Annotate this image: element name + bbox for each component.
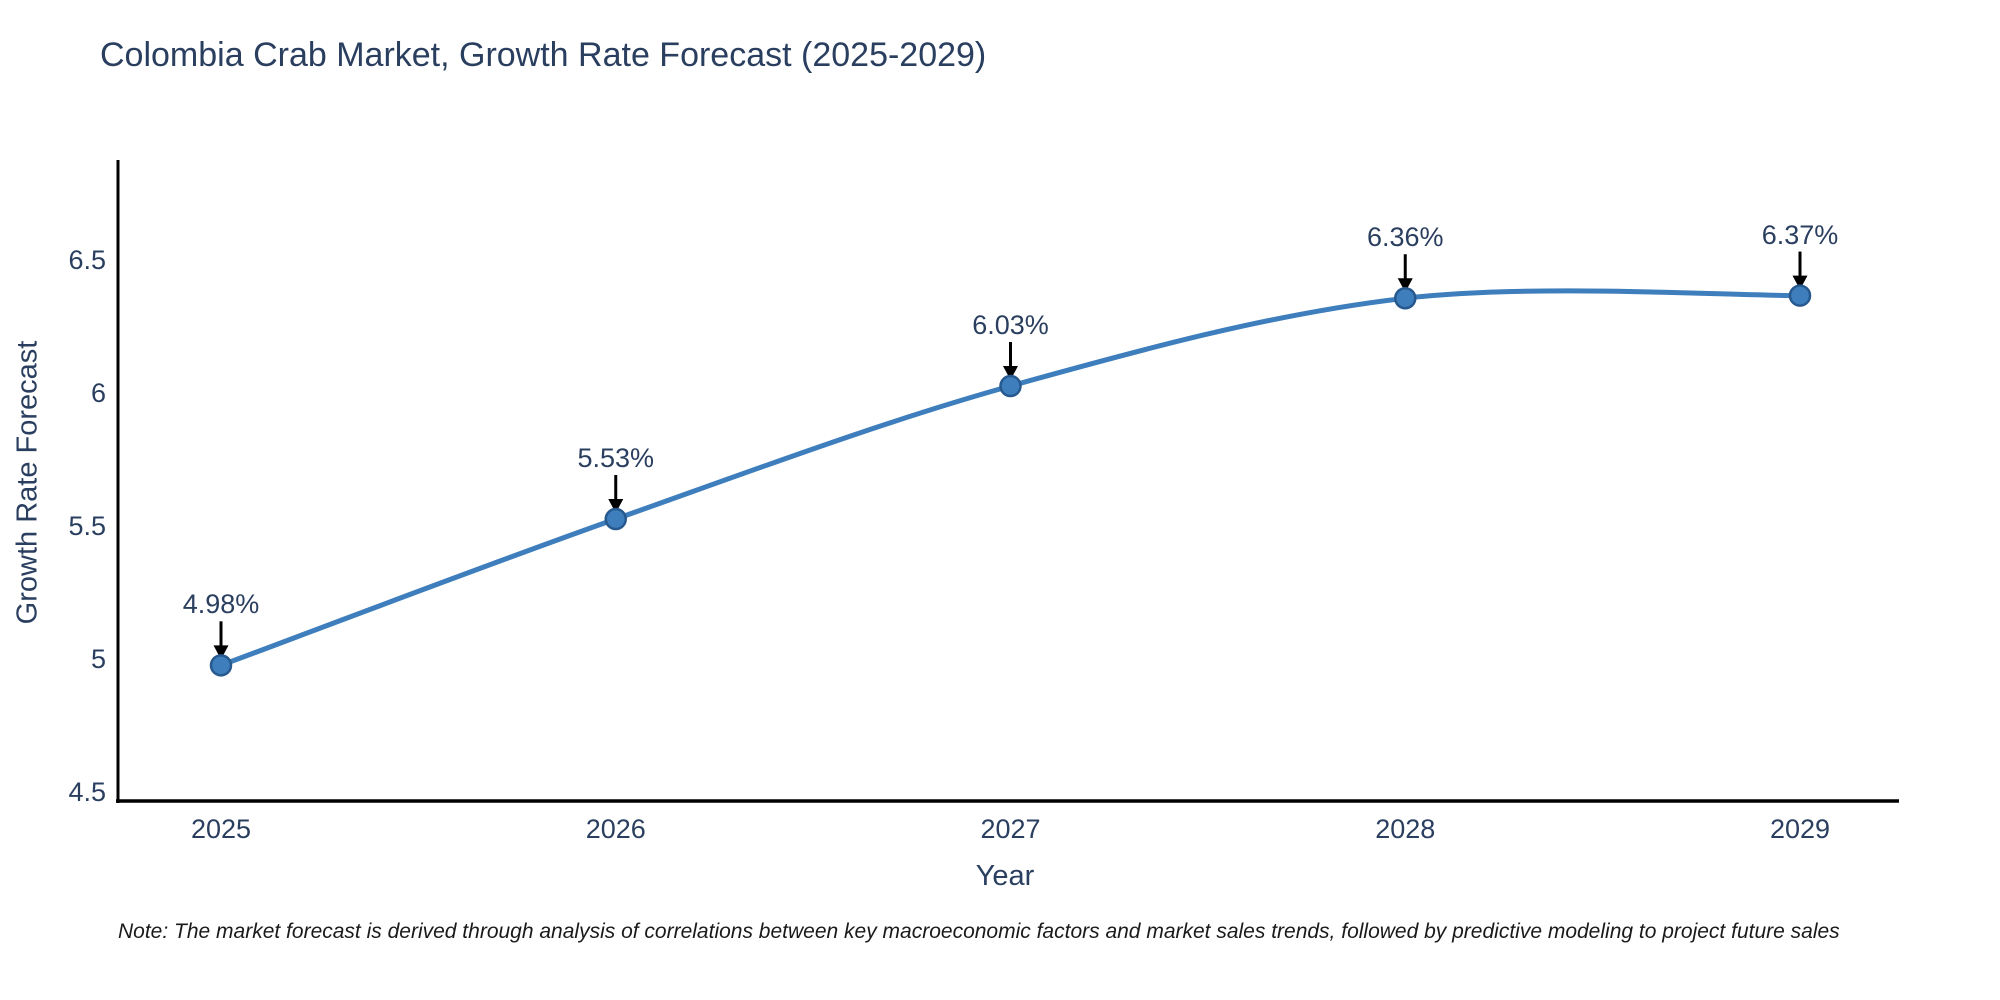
y-tick-label-5.5: 5.5 [68, 511, 106, 541]
footnote: Note: The market forecast is derived thr… [118, 920, 1840, 943]
y-axis-title: Growth Rate Forecast [11, 340, 44, 625]
data-point-2027[interactable] [999, 374, 1022, 398]
point-label-2025: 4.98% [182, 589, 260, 620]
x-tick-label-2029: 2029 [1769, 814, 1831, 844]
y-tick-label-5: 5 [90, 644, 106, 674]
y-tick-label-4.5: 4.5 [68, 777, 106, 807]
annotation-arrowhead [1003, 366, 1018, 381]
annotation-arrowhead [1792, 275, 1808, 290]
point-label-2029: 6.37% [1761, 219, 1839, 250]
y-tick-label-6.5: 6.5 [68, 245, 106, 275]
x-tick-label-2028: 2028 [1375, 814, 1436, 844]
x-tick-label-2026: 2026 [585, 814, 646, 844]
data-point-2026[interactable] [604, 507, 627, 531]
data-point-2025[interactable] [209, 654, 233, 677]
point-label-2027: 6.03% [972, 310, 1049, 341]
annotation-arrowhead [1397, 278, 1413, 293]
x-tick-label-2025: 2025 [190, 814, 252, 844]
point-label-2026: 5.53% [577, 443, 655, 474]
data-point-2028[interactable] [1394, 286, 1417, 310]
chart-title: Colombia Crab Market, Growth Rate Foreca… [100, 36, 987, 74]
point-label-2028: 6.36% [1366, 222, 1444, 253]
x-axis-title: Year [975, 860, 1035, 892]
annotation-arrowhead [608, 499, 624, 514]
data-point-2029[interactable] [1788, 284, 1812, 307]
x-tick-label-2027: 2027 [980, 814, 1041, 844]
annotation-arrowhead [213, 645, 229, 660]
y-tick-label-6: 6 [90, 378, 106, 408]
